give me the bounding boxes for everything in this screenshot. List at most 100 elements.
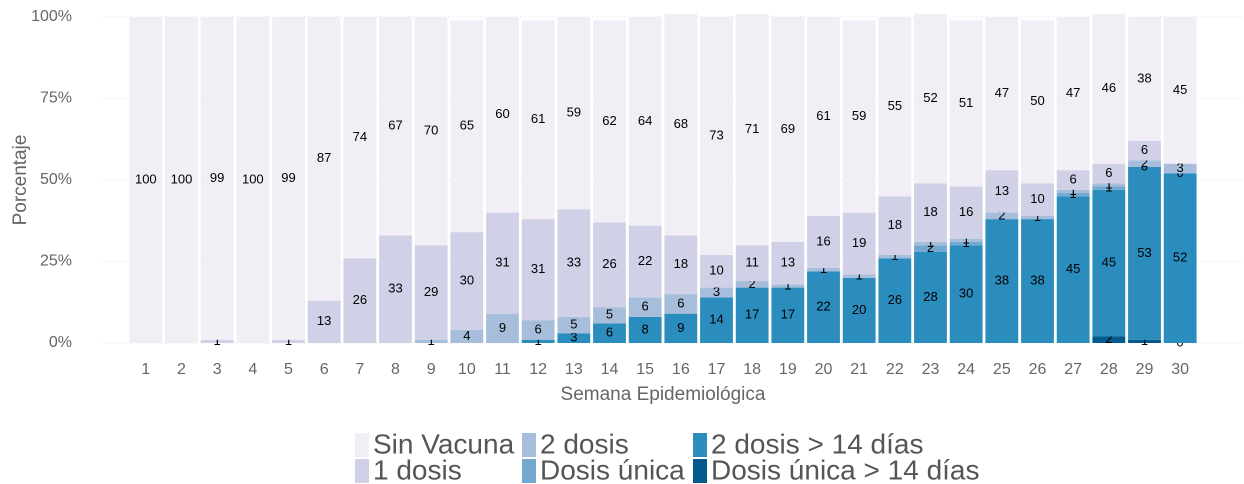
bar-segment xyxy=(771,287,805,343)
bar-segment xyxy=(807,268,840,272)
bar-segment xyxy=(1021,183,1054,216)
bar-segment xyxy=(914,183,947,242)
bar-segment xyxy=(700,17,733,255)
bar-segment xyxy=(1021,215,1054,220)
data-label: 52 xyxy=(923,90,937,105)
bar-segment xyxy=(771,17,805,242)
bar-segment xyxy=(379,235,412,343)
data-label: 1 xyxy=(963,232,970,247)
data-label: 5 xyxy=(606,307,613,322)
legend-label: Dosis única xyxy=(540,454,685,484)
data-label: 6 xyxy=(606,325,613,340)
data-label: 2 xyxy=(1141,155,1148,170)
x-tick-label: 4 xyxy=(248,361,257,378)
data-label: 52 xyxy=(1173,250,1187,265)
x-tick-label: 7 xyxy=(355,361,364,378)
data-label: 19 xyxy=(852,235,866,250)
data-label: 17 xyxy=(745,307,759,322)
data-label: 71 xyxy=(745,121,759,136)
bar-segment xyxy=(450,20,484,233)
bar-segment xyxy=(272,17,305,340)
data-label: 46 xyxy=(1102,80,1116,95)
legend-swatch xyxy=(693,433,707,457)
bar-segment xyxy=(1092,13,1126,164)
bar-segment xyxy=(557,17,591,210)
bar-segment xyxy=(664,235,698,295)
data-label: 1 xyxy=(856,268,863,283)
bar-segment xyxy=(307,17,341,301)
data-label: 1 xyxy=(1105,180,1112,195)
x-tick-label: 23 xyxy=(922,361,940,378)
x-tick-label: 5 xyxy=(284,361,293,378)
bar-segment xyxy=(557,316,591,334)
data-label: 73 xyxy=(709,127,723,142)
bar-segment xyxy=(878,17,912,197)
data-label: 53 xyxy=(1137,245,1151,260)
x-axis-title: Semana Epidemiológica xyxy=(561,384,766,405)
bar-segment xyxy=(628,316,662,343)
data-label: 45 xyxy=(1066,261,1080,276)
data-label: 6 xyxy=(642,299,649,314)
data-label: 22 xyxy=(638,253,652,268)
legend-label: 1 dosis xyxy=(373,454,462,484)
data-label: 3 xyxy=(713,284,720,299)
bar-segment xyxy=(1056,17,1090,171)
data-label: 1 xyxy=(963,235,970,250)
bar-segment xyxy=(343,258,377,343)
bar-segment xyxy=(1163,173,1197,343)
data-label: 13 xyxy=(781,255,795,270)
bar-segment xyxy=(414,17,448,246)
data-label: 1 xyxy=(1034,209,1041,224)
y-tick-label: 75% xyxy=(40,90,72,107)
bar-segment xyxy=(200,339,234,343)
legend-label: 2 dosis xyxy=(540,428,629,459)
data-label: 1 xyxy=(927,235,934,250)
x-tick-label: 28 xyxy=(1100,361,1118,378)
bar-segment xyxy=(272,339,305,343)
bar-segment xyxy=(914,241,947,246)
data-label: 99 xyxy=(210,170,224,185)
data-label: 69 xyxy=(781,121,795,136)
bar-segment xyxy=(1092,186,1126,190)
data-label: 45 xyxy=(1102,255,1116,270)
data-label: 3 xyxy=(570,330,577,345)
bar-segment xyxy=(985,212,1019,220)
bar-segment xyxy=(878,254,912,259)
x-tick-label: 1 xyxy=(141,361,150,378)
legend-swatch xyxy=(693,459,707,483)
data-label: 74 xyxy=(353,129,367,144)
data-label: 13 xyxy=(317,313,331,328)
data-label: 38 xyxy=(995,272,1009,287)
bar-segment xyxy=(949,20,983,187)
bar-segment xyxy=(735,281,769,288)
data-label: 9 xyxy=(499,320,506,335)
bar-segment xyxy=(985,219,1019,343)
y-axis-title: Porcentaje xyxy=(10,135,31,226)
bar-segment xyxy=(200,17,234,340)
data-label: 61 xyxy=(816,108,830,123)
bar-segment xyxy=(593,307,626,324)
data-label: 30 xyxy=(460,272,474,287)
bar-segment xyxy=(1092,183,1126,187)
x-tick-label: 24 xyxy=(957,361,975,378)
data-label: 6 xyxy=(1105,165,1112,180)
bar-segment xyxy=(593,323,626,343)
data-label: 47 xyxy=(1066,85,1080,100)
x-tick-label: 25 xyxy=(993,361,1011,378)
bar-segment xyxy=(1021,20,1054,184)
legend-swatch xyxy=(355,433,369,457)
y-tick-label: 0% xyxy=(49,334,72,351)
x-tick-label: 19 xyxy=(779,361,797,378)
data-label: 4 xyxy=(463,328,470,343)
data-label: 26 xyxy=(353,292,367,307)
data-label: 1 xyxy=(1105,176,1112,191)
data-label: 30 xyxy=(959,286,973,301)
bar-segment xyxy=(878,196,912,255)
data-label: 1 xyxy=(428,333,435,348)
data-label: 100 xyxy=(135,171,157,186)
x-tick-label: 2 xyxy=(177,361,186,378)
bar-segment xyxy=(165,17,198,343)
bar-segment xyxy=(343,17,377,259)
data-label: 61 xyxy=(531,111,545,126)
data-label: 17 xyxy=(781,307,795,322)
